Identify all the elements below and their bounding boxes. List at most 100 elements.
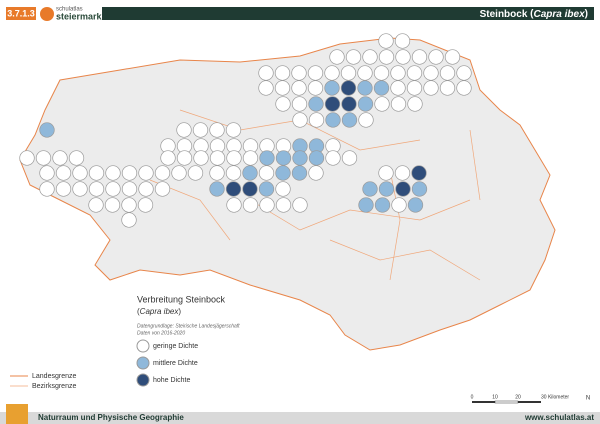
grid-cell — [137, 197, 154, 213]
grid-cell — [325, 112, 341, 128]
grid-cell — [274, 80, 291, 96]
legend-period: Daten von 2016-2020 — [137, 330, 185, 336]
grid-cell — [68, 150, 85, 166]
grid-cell — [72, 165, 88, 181]
grid-cell — [390, 65, 406, 81]
title: Steinbock (Capra ibex) — [480, 9, 588, 20]
grid-cell — [209, 181, 225, 197]
grid-cell — [242, 197, 259, 213]
grid-cell — [358, 197, 374, 213]
grid-cell — [225, 165, 242, 181]
footer-icon — [6, 404, 28, 424]
grid-cell — [275, 96, 291, 112]
grid-cell — [308, 112, 325, 128]
grid-cell — [378, 49, 395, 65]
grid-cell — [340, 65, 357, 81]
grid-cell — [341, 150, 358, 166]
grid-cell — [39, 181, 55, 197]
legend-source: Datengrundlage: Steirische Landesjägersc… — [137, 323, 240, 329]
logo-bottom: steiermark — [56, 11, 103, 21]
grid-cell — [105, 181, 121, 197]
grid-cell — [374, 96, 390, 112]
grid-cell — [307, 65, 324, 81]
grid-cell — [258, 181, 275, 197]
grid-cell — [176, 150, 193, 166]
logo-top: schulatlas — [56, 7, 83, 13]
legend-item: geringe Dichte — [153, 343, 198, 350]
grid-cell — [258, 65, 274, 81]
grid-cell — [345, 49, 362, 65]
logo-icon — [40, 7, 54, 21]
grid-cell — [357, 65, 373, 81]
grid-cell — [104, 197, 121, 213]
grid-cell — [407, 197, 424, 213]
grid-cell — [275, 197, 292, 213]
grid-cell — [160, 150, 176, 166]
grid-cell — [274, 65, 291, 81]
legend-swatch-low — [136, 339, 150, 353]
grid-cell — [35, 150, 52, 166]
grid-cell — [39, 122, 55, 138]
grid-cell — [291, 65, 307, 81]
grid-cell — [373, 80, 390, 96]
grid-cell — [88, 165, 105, 181]
grid-cell — [154, 181, 171, 197]
grid-cell — [292, 197, 308, 213]
grid-cell — [55, 181, 72, 197]
grid-cell — [55, 165, 72, 181]
boundary-label: Landesgrenze — [32, 373, 76, 380]
grid-cell — [52, 150, 68, 166]
boundary-label: Bezirksgrenze — [32, 383, 76, 390]
scale-label: 30 Kilometer — [541, 394, 569, 400]
grid-cell — [394, 33, 411, 49]
grid-cell — [390, 96, 407, 112]
grid-cell — [439, 65, 456, 81]
grid-cell — [324, 80, 340, 96]
grid-cell — [291, 96, 308, 112]
legend-item: mittlere Dichte — [153, 360, 198, 367]
scale-label: 10 — [492, 394, 498, 400]
grid-cell — [456, 65, 472, 81]
grid-cell — [275, 165, 291, 181]
grid-cell — [242, 150, 259, 166]
scale-label: 0 — [471, 394, 474, 400]
grid-cell — [258, 165, 275, 181]
grid-cell — [411, 49, 428, 65]
legend-swatch-high — [136, 373, 150, 387]
grid-cell — [378, 165, 394, 181]
grid-cell — [411, 165, 427, 181]
grid-cell — [439, 80, 456, 96]
grid-cell — [121, 197, 137, 213]
footer-section: Naturraum und Physische Geographie — [38, 413, 184, 422]
grid-cell — [341, 112, 358, 128]
chapter-box — [6, 7, 36, 20]
grid-cell — [378, 181, 395, 197]
grid-cell — [358, 112, 374, 128]
grid-cell — [362, 181, 378, 197]
scale-segment — [472, 401, 495, 403]
grid-cell — [88, 181, 105, 197]
grid-cell — [374, 197, 391, 213]
scale-segment — [518, 401, 541, 403]
grid-cell — [307, 80, 324, 96]
grid-cell — [242, 165, 258, 181]
grid-cell — [291, 165, 308, 181]
grid-cell — [391, 197, 407, 213]
grid-cell — [373, 65, 390, 81]
legend-subtitle: (Capra ibex) — [137, 307, 181, 316]
grid-cell — [225, 122, 242, 138]
grid-cell — [292, 112, 308, 128]
grid-cell — [121, 212, 137, 228]
grid-cell — [340, 80, 357, 96]
north-arrow: N — [586, 396, 590, 402]
grid-cell — [406, 80, 423, 96]
legend-title: Verbreitung Steinbock — [137, 294, 226, 304]
grid-cell — [324, 96, 341, 112]
grid-cell — [362, 49, 378, 65]
grid-cell — [390, 80, 406, 96]
grid-cell — [395, 181, 411, 197]
distribution-grid — [19, 33, 472, 228]
grid-cell — [39, 165, 55, 181]
grid-cell — [258, 80, 274, 96]
grid-cell — [324, 65, 340, 81]
